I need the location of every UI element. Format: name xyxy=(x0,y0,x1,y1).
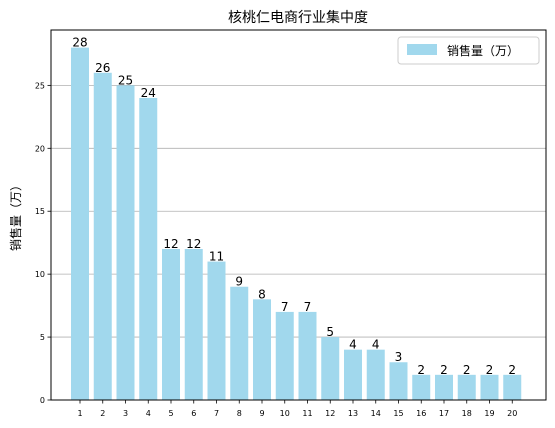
data-label: 26 xyxy=(95,61,110,75)
y-tick-label: 15 xyxy=(35,207,45,216)
y-tick-label: 20 xyxy=(35,144,45,153)
y-tick-label: 0 xyxy=(40,396,45,405)
bar xyxy=(321,337,340,400)
x-tick-label: 5 xyxy=(168,409,173,418)
chart-title: 核桃仁电商行业集中度 xyxy=(228,9,368,26)
bar xyxy=(275,311,294,400)
data-label: 5 xyxy=(326,325,334,339)
x-tick-label: 2 xyxy=(100,409,105,418)
x-tick-label: 3 xyxy=(123,409,128,418)
x-tick-label: 13 xyxy=(348,409,358,418)
bar xyxy=(207,261,226,400)
y-axis-ticks: 0 5 10 15 20 25 xyxy=(35,81,51,405)
bar xyxy=(253,299,271,400)
bar xyxy=(230,286,249,400)
bar xyxy=(139,97,158,401)
x-tick-label: 18 xyxy=(462,409,472,418)
x-tick-label: 1 xyxy=(77,409,82,418)
data-label: 24 xyxy=(141,86,156,100)
bar xyxy=(298,311,317,400)
bar xyxy=(457,374,476,400)
x-tick-label: 9 xyxy=(259,409,264,418)
legend: 销售量（万） xyxy=(397,36,540,65)
bar xyxy=(71,47,89,400)
data-label: 4 xyxy=(349,338,357,352)
x-axis-ticks: 1 2 3 4 5 6 7 8 9 10 11 12 13 14 15 16 17 18 19 20 xyxy=(77,400,517,418)
x-tick-label: 17 xyxy=(439,409,449,418)
x-tick-label: 8 xyxy=(237,409,242,418)
bar xyxy=(116,85,135,401)
data-label: 12 xyxy=(186,237,201,251)
data-label: 7 xyxy=(304,300,312,314)
data-label: 2 xyxy=(486,363,494,377)
data-label: 25 xyxy=(118,73,133,87)
x-tick-label: 16 xyxy=(416,409,426,418)
bar xyxy=(412,374,431,400)
x-tick-label: 6 xyxy=(191,409,196,418)
x-tick-label: 12 xyxy=(325,409,335,418)
bar xyxy=(503,374,522,400)
y-tick-label: 5 xyxy=(40,333,45,342)
data-label: 28 xyxy=(72,36,87,50)
bar xyxy=(184,248,203,400)
data-label: 7 xyxy=(281,300,289,314)
bar xyxy=(162,248,180,400)
bars xyxy=(71,47,522,401)
y-tick-label: 10 xyxy=(35,270,45,279)
x-tick-label: 11 xyxy=(302,409,312,418)
data-label: 3 xyxy=(395,350,403,364)
plot-frame xyxy=(50,29,547,401)
bar xyxy=(435,374,453,400)
bar xyxy=(480,374,499,400)
x-tick-label: 19 xyxy=(484,409,494,418)
data-label: 8 xyxy=(258,287,266,301)
data-label: 2 xyxy=(508,363,516,377)
bar xyxy=(93,72,112,400)
data-label: 2 xyxy=(440,363,448,377)
x-tick-label: 14 xyxy=(371,409,381,418)
y-tick-label: 25 xyxy=(35,81,45,90)
x-tick-label: 7 xyxy=(214,409,219,418)
legend-swatch xyxy=(407,44,437,55)
x-tick-label: 20 xyxy=(507,409,517,418)
x-tick-label: 4 xyxy=(146,409,151,418)
bar xyxy=(344,349,362,400)
legend-frame xyxy=(397,36,540,65)
data-label: 2 xyxy=(417,363,425,377)
x-tick-label: 10 xyxy=(280,409,290,418)
data-label: 2 xyxy=(463,363,471,377)
legend-label: 销售量（万） xyxy=(447,43,519,58)
data-label: 12 xyxy=(163,237,178,251)
bar xyxy=(366,349,385,400)
data-label: 9 xyxy=(235,275,243,289)
data-label: 4 xyxy=(372,338,380,352)
y-axis-label: 销售量（万） xyxy=(8,179,23,251)
x-tick-label: 15 xyxy=(393,409,403,418)
data-label: 11 xyxy=(209,250,224,264)
bar xyxy=(389,362,408,400)
